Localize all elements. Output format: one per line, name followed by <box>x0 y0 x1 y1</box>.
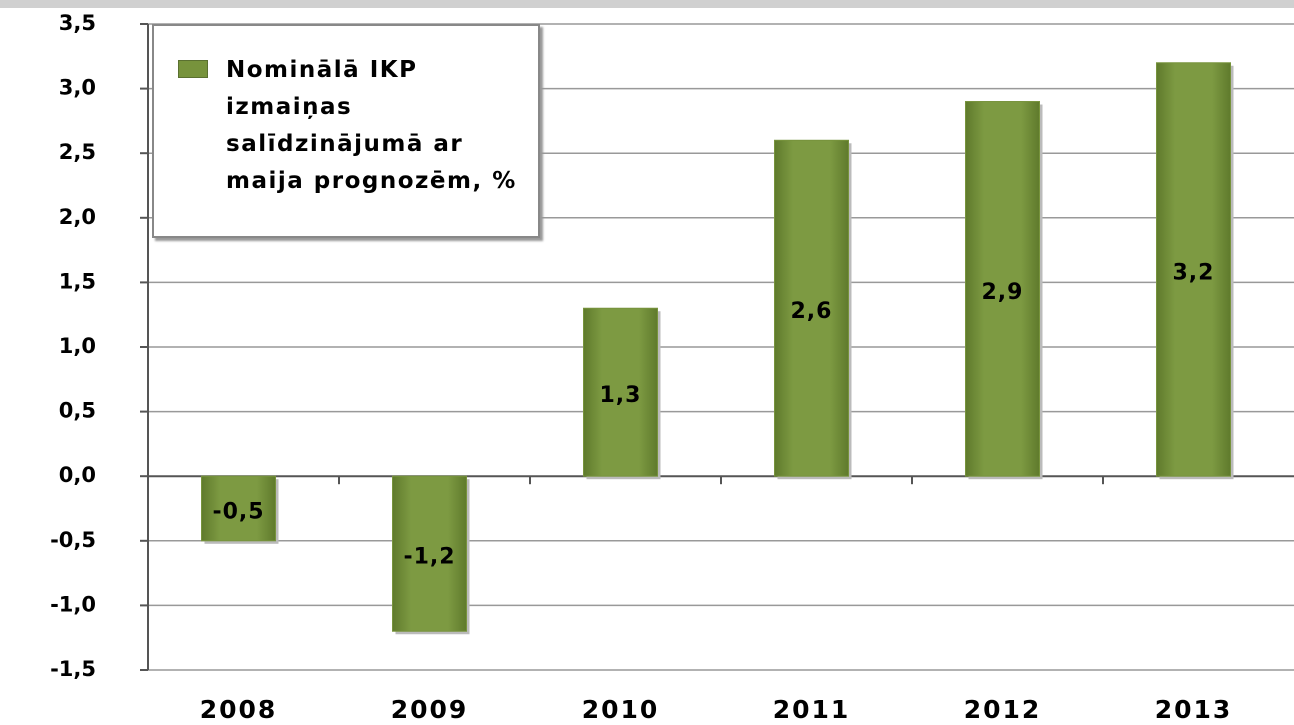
x-tick-label: 2012 <box>964 695 1042 724</box>
y-tick-label: 2,0 <box>59 205 96 229</box>
legend-label: Nominālā IKP izmaiņas salīdzinājumā ar m… <box>226 57 517 194</box>
x-tick-label: 2009 <box>391 695 469 724</box>
y-tick-label: 1,0 <box>59 334 96 358</box>
data-label: 2,9 <box>982 280 1024 305</box>
y-tick-label: 1,5 <box>59 269 96 293</box>
legend-swatch <box>178 60 208 78</box>
x-tick-label: 2010 <box>582 695 660 724</box>
y-tick-label: -1,0 <box>50 592 96 616</box>
bar <box>392 475 467 632</box>
data-label: 3,2 <box>1173 260 1215 285</box>
x-tick-label: 2008 <box>200 695 278 724</box>
legend: Nominālā IKP izmaiņas salīdzinājumā ar m… <box>152 24 540 238</box>
data-label: -1,2 <box>403 545 455 570</box>
data-label: 2,6 <box>791 299 833 324</box>
bar <box>965 101 1040 477</box>
bar <box>1156 62 1231 477</box>
y-tick-label: 0,5 <box>59 399 96 423</box>
bar <box>583 307 658 477</box>
y-tick-label: 2,5 <box>59 140 96 164</box>
data-label: -0,5 <box>212 500 264 525</box>
y-tick-label: 0,0 <box>59 463 96 487</box>
bar <box>201 475 276 542</box>
x-tick-label: 2011 <box>773 695 851 724</box>
data-label: 1,3 <box>600 383 642 408</box>
top-band <box>0 0 1294 8</box>
y-tick-label: 3,5 <box>59 11 96 35</box>
bar <box>774 139 849 477</box>
x-tick-label: 2013 <box>1155 695 1233 724</box>
y-tick-label: -1,5 <box>50 657 96 681</box>
y-tick-label: -0,5 <box>50 528 96 552</box>
y-tick-label: 3,0 <box>59 76 96 100</box>
